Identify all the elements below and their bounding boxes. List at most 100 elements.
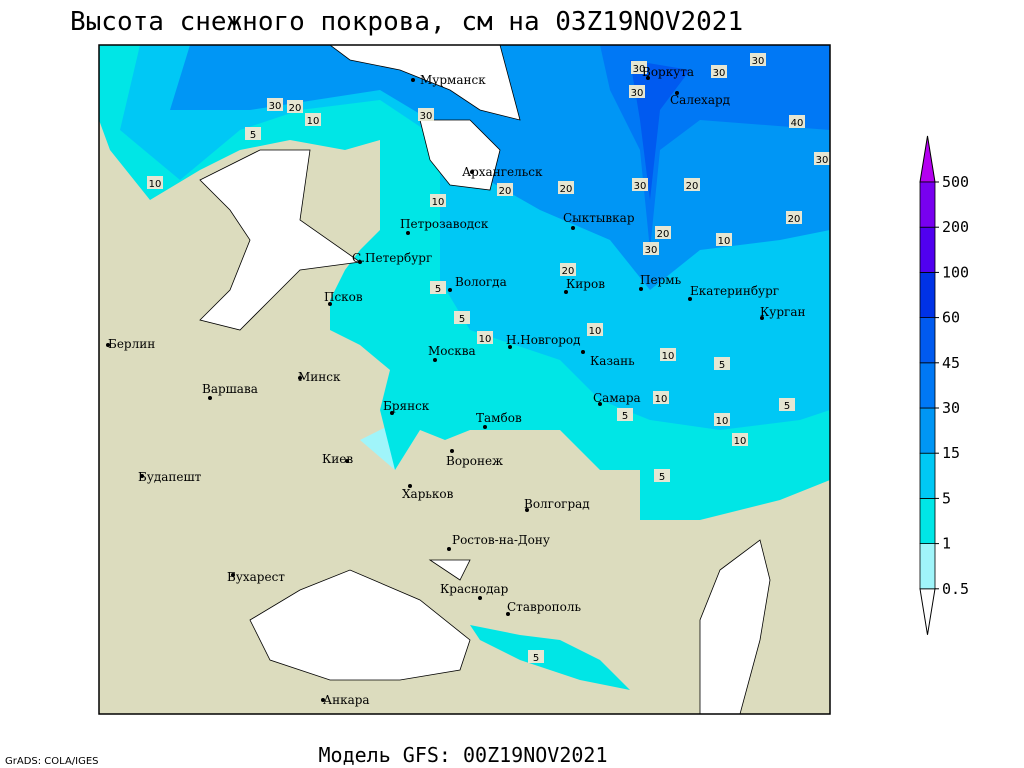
city-label: Воронеж xyxy=(446,454,503,468)
contour-label: 30 xyxy=(633,64,646,75)
contour-label-box xyxy=(147,176,163,189)
city-label: Петрозаводск xyxy=(400,217,489,231)
legend-label: 5 xyxy=(942,489,951,507)
contour-label-box xyxy=(305,113,321,126)
water xyxy=(699,539,771,714)
contour-label-box xyxy=(629,85,645,98)
city-label: Анкара xyxy=(323,693,370,707)
contour-label-box xyxy=(786,211,802,224)
contour-label-box xyxy=(714,413,730,426)
contour-label-box xyxy=(684,178,700,191)
city-label: Самара xyxy=(593,391,641,405)
city-label: Киров xyxy=(566,277,605,291)
contour-label: 10 xyxy=(662,351,675,362)
legend-label: 200 xyxy=(942,218,969,236)
city-label: Берлин xyxy=(108,337,155,351)
city-dot xyxy=(298,376,302,380)
contour-label-box xyxy=(560,263,576,276)
contour-label: 10 xyxy=(589,326,602,337)
contour-label-box xyxy=(430,194,446,207)
legend-swatch xyxy=(919,271,936,318)
contour-label: 30 xyxy=(645,245,658,256)
city-dot xyxy=(564,290,568,294)
city-dot xyxy=(448,288,452,292)
city-label: Волгоград xyxy=(524,497,590,511)
city-dot xyxy=(675,91,679,95)
contour-label-box xyxy=(779,398,795,411)
contour-label: 20 xyxy=(686,181,699,192)
contour-label: 10 xyxy=(718,236,731,247)
city-dot xyxy=(478,596,482,600)
contour-label: 20 xyxy=(560,184,573,195)
city-label: Казань xyxy=(590,354,635,368)
city-label: Архангельск xyxy=(462,165,543,179)
contour-label-box xyxy=(528,650,544,663)
city-label: Н.Новгород xyxy=(506,333,581,347)
contour-label: 10 xyxy=(734,436,747,447)
city-dot xyxy=(208,396,212,400)
city-label: Москва xyxy=(428,344,476,358)
city-label: Курган xyxy=(760,305,805,319)
map-area: 30 20 10 5 10 30 30 30 30 30 40 30 20 20 30 20 20 10 20 30 2… xyxy=(99,45,830,714)
contour-label: 10 xyxy=(432,197,445,208)
city-dot xyxy=(328,302,332,306)
city-label: Будапешт xyxy=(138,470,202,484)
contour-label: 20 xyxy=(657,229,670,240)
contour-label: 5 xyxy=(459,314,465,325)
contour-label-box xyxy=(654,469,670,482)
contour-label-box xyxy=(789,115,805,128)
contour-label-box xyxy=(655,226,671,239)
city-dot xyxy=(639,287,643,291)
contour-label: 10 xyxy=(655,394,668,405)
contour-label-box xyxy=(632,178,648,191)
city-dot xyxy=(450,449,454,453)
water xyxy=(329,45,521,121)
city-label: Сыктывкар xyxy=(563,211,635,225)
city-label: Варшава xyxy=(202,382,258,396)
water xyxy=(419,119,501,191)
city-dot xyxy=(598,402,602,406)
contour-label: 5 xyxy=(784,401,790,412)
city-label: Ростов-на-Дону xyxy=(452,533,550,547)
contour-label: 30 xyxy=(752,56,765,67)
water xyxy=(199,149,362,331)
contour-label: 5 xyxy=(533,653,539,664)
model-label: Модель GFS: 00Z19NOV2021 xyxy=(319,743,608,767)
city-dot xyxy=(506,612,510,616)
city-dot xyxy=(106,343,110,347)
contour-label: 20 xyxy=(788,214,801,225)
contour-label-box xyxy=(631,61,647,74)
city-label: Вологда xyxy=(455,275,507,289)
contour-label: 10 xyxy=(149,179,162,190)
contour-label-box xyxy=(245,127,261,140)
snow-area xyxy=(470,625,630,690)
city-dot xyxy=(447,547,451,551)
city-dot xyxy=(321,698,325,702)
legend-label: 60 xyxy=(942,309,960,327)
legend-swatch xyxy=(919,407,936,454)
legend-arrow xyxy=(919,135,936,183)
city-dot xyxy=(760,316,764,320)
contour-label-box xyxy=(267,98,283,111)
contour-label-box xyxy=(714,357,730,370)
city-dot xyxy=(406,231,410,235)
contour-label: 20 xyxy=(289,103,302,114)
contour-label-box xyxy=(653,391,669,404)
city-label: Воркута xyxy=(642,65,694,79)
city-label: Екатеринбург xyxy=(690,284,779,298)
legend-label: 1 xyxy=(942,535,951,553)
contour-label-box xyxy=(418,108,434,121)
city-dot xyxy=(646,76,650,80)
city-label: Харьков xyxy=(402,487,454,501)
city-dot xyxy=(571,226,575,230)
contour-label: 5 xyxy=(250,130,256,141)
contour-label: 5 xyxy=(719,360,725,371)
contour-label-box xyxy=(711,65,727,78)
water xyxy=(249,569,471,681)
city-label: Псков xyxy=(324,290,363,304)
legend-swatch xyxy=(919,317,936,364)
contour-label: 30 xyxy=(420,111,433,122)
contour-label-box xyxy=(750,53,766,66)
